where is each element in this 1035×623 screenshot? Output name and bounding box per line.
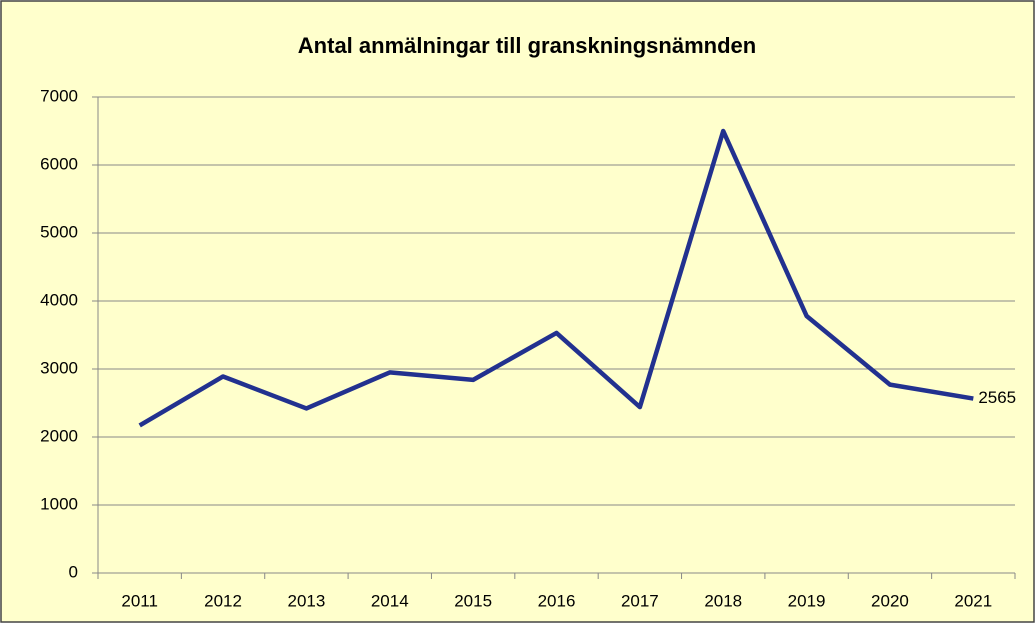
- y-tick-label: 5000: [40, 222, 78, 241]
- x-tick-label: 2021: [954, 591, 992, 610]
- x-tick-label: 2018: [704, 591, 742, 610]
- x-tick-label: 2017: [621, 591, 659, 610]
- x-tick-label: 2011: [121, 591, 158, 610]
- x-tick-label: 2012: [204, 591, 242, 610]
- x-tick-label: 2019: [788, 591, 826, 610]
- x-tick-label: 2014: [371, 591, 409, 610]
- x-tick-label: 2016: [538, 591, 576, 610]
- x-tick-label: 2020: [871, 591, 909, 610]
- x-tick-label: 2015: [454, 591, 492, 610]
- y-tick-label: 1000: [40, 494, 78, 513]
- y-tick-label: 4000: [40, 290, 78, 309]
- data-label: 2565: [978, 388, 1016, 407]
- y-tick-label: 6000: [40, 154, 78, 173]
- y-tick-label: 7000: [40, 86, 78, 105]
- chart-title: Antal anmälningar till granskningsnämnde…: [298, 33, 756, 58]
- x-tick-label: 2013: [287, 591, 325, 610]
- line-series: [138, 128, 974, 428]
- y-tick-label: 0: [69, 562, 78, 581]
- y-tick-label: 3000: [40, 358, 78, 377]
- y-tick-label: 2000: [40, 426, 78, 445]
